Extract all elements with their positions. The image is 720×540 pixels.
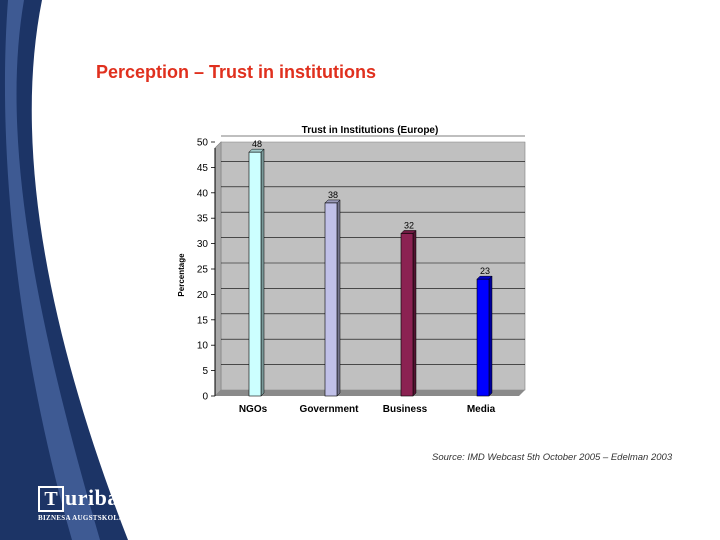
source-note: Source: IMD Webcast 5th October 2005 – E…	[432, 452, 673, 463]
slide-title: Perception – Trust in institutions	[96, 62, 377, 82]
bar-chart: Trust in Institutions (Europe) 0 5 10 15 20 2…	[177, 125, 526, 415]
y-tick-label: 15	[197, 315, 209, 326]
left-band-dark	[0, 0, 128, 540]
y-tick-label: 30	[197, 239, 209, 250]
bar	[324, 202, 338, 397]
y-axis-ticks: 0 5 10 15 20 25 30 35 40 45 50	[197, 138, 215, 403]
y-axis-label: Percentage	[177, 253, 186, 297]
x-tick-label: NGOs	[239, 404, 268, 415]
data-labels: 48 38 32 23	[252, 139, 490, 276]
bar-top	[248, 148, 265, 153]
y-tick-label: 5	[202, 366, 208, 377]
bar-side	[260, 148, 265, 397]
y-tick-label: 45	[197, 163, 209, 174]
y-tick-label: 25	[197, 265, 209, 276]
bar	[476, 278, 490, 397]
y-tick-label: 10	[197, 341, 209, 352]
bars	[248, 148, 493, 397]
y-tick-label: 50	[197, 138, 209, 149]
plot-side-wall	[214, 141, 222, 397]
turiba-logo: T uriba BIZNESA AUGSTSKOLA	[38, 485, 123, 526]
plot-floor	[215, 390, 525, 396]
bar	[248, 151, 262, 397]
logo-subtitle: BIZNESA AUGSTSKOLA	[38, 514, 124, 522]
y-tick-label: 0	[202, 392, 208, 403]
x-tick-label: Media	[467, 404, 496, 415]
bar	[400, 233, 414, 397]
bar-top	[476, 275, 493, 280]
logo-mark: T	[38, 486, 64, 512]
data-label: 48	[252, 139, 262, 149]
y-tick-label: 35	[197, 214, 209, 225]
y-tick-label: 20	[197, 290, 209, 301]
left-band-light	[4, 0, 100, 540]
data-label: 38	[328, 190, 338, 200]
x-axis-labels: NGOs Government Business Media	[239, 404, 496, 415]
bar-side	[488, 275, 493, 397]
chart-title: Trust in Institutions (Europe)	[302, 125, 439, 136]
y-tick-label: 40	[197, 188, 209, 199]
bar-top	[400, 230, 417, 234]
bar-top	[324, 199, 341, 204]
bar-side	[336, 199, 341, 397]
x-tick-label: Government	[300, 404, 360, 415]
gridlines	[221, 135, 525, 365]
data-label: 32	[404, 220, 414, 230]
data-label: 23	[480, 266, 490, 276]
x-tick-label: Business	[383, 404, 428, 415]
logo-wordmark: uriba	[65, 485, 119, 510]
bar-side	[412, 229, 417, 397]
